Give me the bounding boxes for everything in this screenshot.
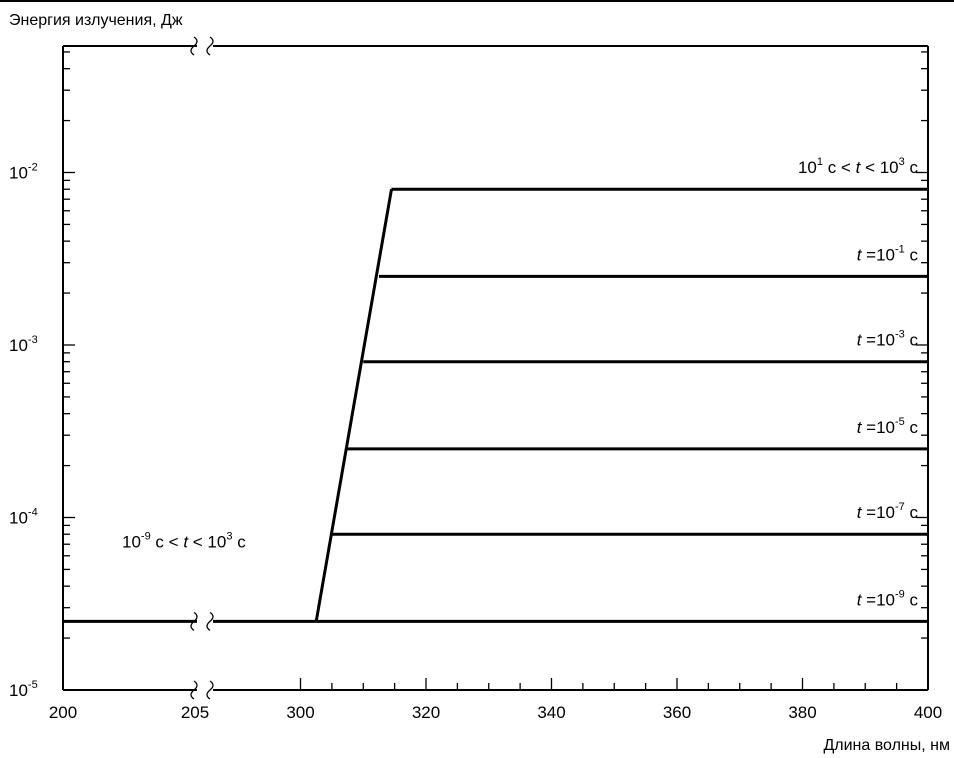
x-tick-label: 205: [181, 703, 209, 722]
series-label-0: 10-9 с < t < 103 с: [122, 530, 246, 551]
break-series-1: [206, 611, 214, 631]
y-tick-label: 10-3: [9, 334, 38, 355]
break-top-1: [206, 36, 214, 56]
series-label-1: t =10-9 с: [857, 588, 919, 609]
tick-labels: 200 205 300 320 340 360 380 400 10-5 10-4 10-3 10-2: [9, 162, 942, 723]
y-axis-title: Энергия излучения, Дж: [9, 12, 183, 29]
plot-frame: [62, 45, 929, 691]
break-series-0: [190, 611, 198, 631]
series-label-6: 101 с < t < 103 с: [798, 156, 919, 177]
y-tick-label: 10-2: [9, 162, 38, 183]
x-tick-label: 360: [663, 703, 691, 722]
y-tick-label: 10-5: [9, 679, 38, 700]
x-tick-label: 200: [49, 703, 77, 722]
axis-break-marks: [190, 36, 214, 700]
x-tick-label: 340: [537, 703, 565, 722]
break-bottom-1: [206, 680, 214, 700]
x-tick-label: 300: [286, 703, 314, 722]
top-rule: [0, 0, 954, 2]
break-bottom-0: [190, 680, 198, 700]
y-tick-label: 10-4: [9, 507, 38, 528]
series-label-3: t =10-5 с: [857, 416, 919, 437]
series-label-4: t =10-3 с: [857, 329, 919, 350]
envelope-line: [314, 188, 393, 622]
x-tick-label: 400: [914, 703, 942, 722]
x-axis-title: Длина волны, нм: [823, 737, 950, 754]
series-label-5: t =10-1 с: [857, 243, 919, 264]
series-labels: 10-9 с < t < 103 с t =10-9 с t =10-7 с t =1…: [122, 156, 918, 609]
x-tick-label: 320: [412, 703, 440, 722]
break-top-0: [190, 36, 198, 56]
series-label-2: t =10-7 с: [857, 501, 919, 522]
axis-ticks: [62, 51, 929, 691]
series-lines: [63, 187, 928, 623]
x-tick-label: 380: [788, 703, 816, 722]
